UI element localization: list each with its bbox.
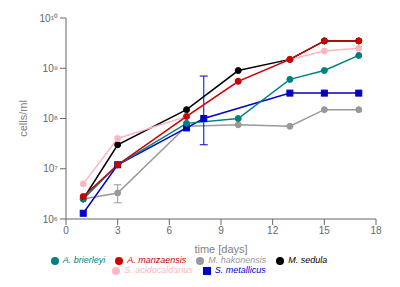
svg-text:3: 3 [115, 225, 121, 236]
svg-text:18: 18 [370, 225, 382, 236]
html-text:S. acidocaldarius: S. acidocaldarius [124, 265, 193, 275]
svg-text:0: 0 [63, 225, 69, 236]
svg-text:10⁸: 10⁸ [43, 113, 58, 124]
svg-text:10¹⁰: 10¹⁰ [40, 13, 58, 24]
svg-text:12: 12 [267, 225, 279, 236]
html-text:A. manzaensis: A. manzaensis [127, 255, 187, 265]
svg-text:9: 9 [218, 225, 224, 236]
html-text:M. hakonensis: M. hakonensis [208, 255, 267, 265]
svg-text:cells/ml: cells/ml [17, 100, 29, 137]
svg-text:15: 15 [319, 225, 331, 236]
html-text:A. brierleyi: A. brierleyi [62, 255, 106, 265]
svg-text:10⁹: 10⁹ [43, 63, 58, 74]
html-text:S. metallicus: S. metallicus [214, 265, 266, 275]
svg-text:6: 6 [167, 225, 173, 236]
svg-text:10⁶: 10⁶ [43, 214, 58, 225]
svg-text:time [days]: time [days] [194, 243, 247, 255]
svg-text:10⁷: 10⁷ [43, 163, 58, 174]
html-text:M. sedula: M. sedula [288, 255, 328, 265]
